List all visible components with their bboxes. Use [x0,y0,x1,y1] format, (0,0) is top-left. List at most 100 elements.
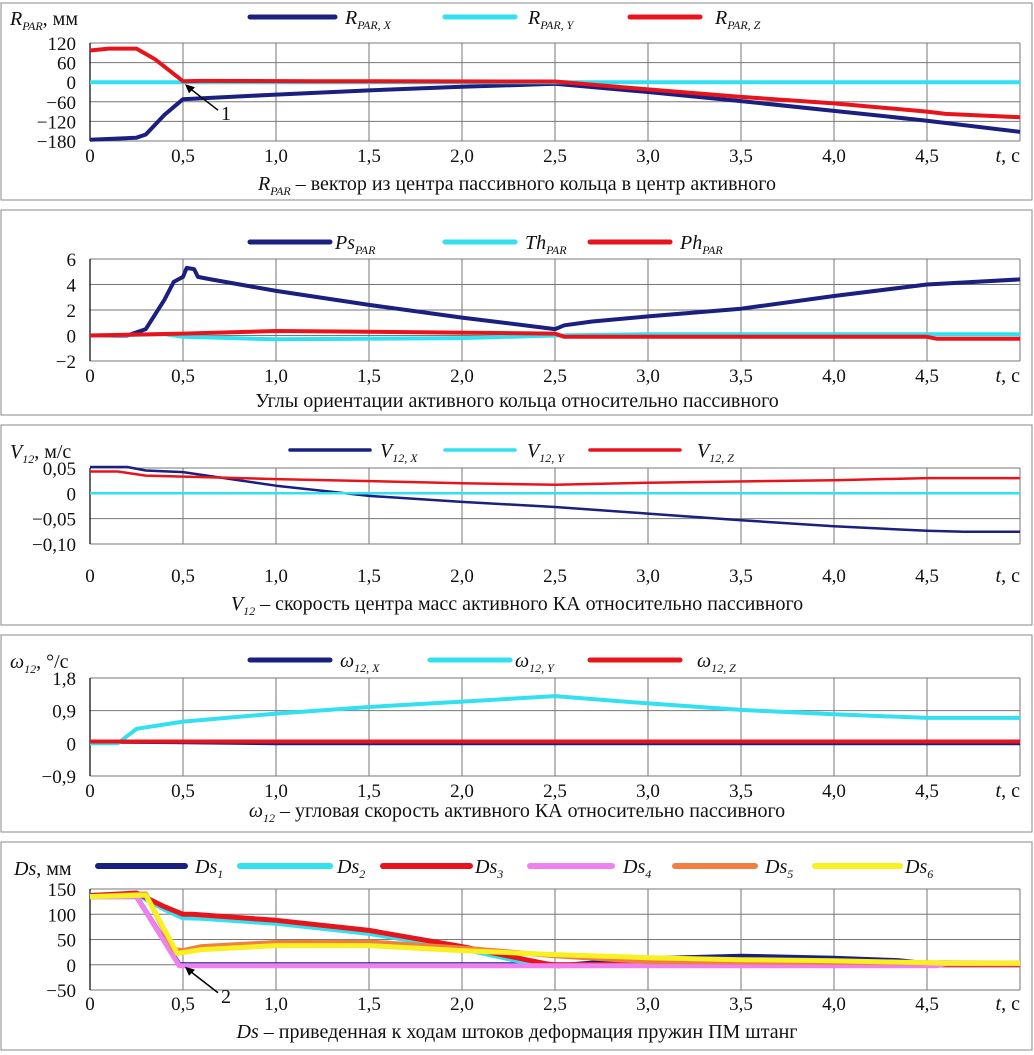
y-tick-label: 0 [67,327,77,348]
x-tick-label: 4,5 [915,994,939,1015]
label-subscript: 12 [24,662,36,676]
label-subscript: 1 [217,867,223,881]
x-tick-label: 4,5 [915,566,939,587]
x-tick-label: 2,0 [450,146,474,167]
label-main: Ds [194,856,217,878]
legend-label: ThPAR [525,232,567,257]
y-tick-label: 6 [67,250,77,271]
chart-caption: V12 – скорость центра масс активного КА … [231,593,803,618]
x-tick-label: 4,0 [822,146,846,167]
legend-label: RPAR, Z [714,7,761,32]
x-tick-label: 2,5 [543,566,567,587]
label-subscript: PAR [21,19,43,33]
label-rest: , с [1001,365,1020,387]
chart-panel-5: 150 100 50 0 −50 0 0,5 1,0 1,5 2,0 2,5 3,0 3,5 4,0 4,5… [0,841,1033,1051]
legend-label: Ds5 [764,856,793,881]
y-tick-label: 0,9 [52,702,76,723]
label-main: ω [340,650,354,672]
label-main: Th [525,232,546,254]
label-main: V [10,441,25,463]
y-tick-label: 120 [48,34,77,55]
label-main: t [996,365,1002,387]
label-subscript: PAR [269,184,291,198]
label-subscript: PAR, Z [726,18,760,32]
x-tick-label: 3,5 [729,146,753,167]
chart-panel-3: 0,05 0 −0,05 −0,10 0 0,5 1,0 1,5 2,0 2,5 3,0 3,5 4,0… [0,424,1033,626]
annotation-label: 1 [221,103,231,125]
panel-frame [0,209,1033,416]
chart-caption: RPAR – вектор из центра пассивного кольц… [257,173,776,198]
x-tick-label: 0,5 [171,366,195,387]
label-main: Ds [764,856,787,878]
x-tick-label: 0 [85,566,95,587]
x-tick-label: 1,0 [264,566,288,587]
annotation-arrow [186,85,219,111]
label-main: ω [515,650,529,672]
x-tick-label: 0,5 [171,994,195,1015]
x-tick-label: 0 [85,994,95,1015]
x-tick-label: 3,0 [636,566,660,587]
label-subscript: 4 [645,867,651,881]
label-subscript: 3 [496,867,503,881]
y-tick-label: 0,05 [43,459,76,480]
legend-label: V12, Z [697,440,734,465]
y-tick-label: −50 [46,981,76,1002]
x-tick-label: 3,0 [636,994,660,1015]
x-tick-label: 2,5 [543,994,567,1015]
series-line-3 [90,470,1020,486]
label-rest: , с [1001,565,1020,587]
y-tick-label: 0 [67,484,77,505]
x-tick-label: 4,0 [822,366,846,387]
label-main: R [257,173,270,195]
label-main: t [996,145,1002,167]
x-tick-label: 1,0 [264,366,288,387]
label-rest: , с [1001,145,1020,167]
x-tick-label: 2,0 [450,781,474,802]
label-rest: – вектор из центра пассивного кольца в ц… [291,173,776,195]
label-subscript: 12 [243,604,255,618]
label-main: t [996,993,1002,1015]
y-axis-label: ω12, °/с [10,651,69,676]
label-main: R [714,7,727,29]
x-tick-label: 0 [85,146,95,167]
label-main: Ds [336,856,359,878]
legend-label: RPAR, Y [527,7,575,32]
label-main: ω [249,800,263,822]
x-tick-label: 4,0 [822,781,846,802]
label-subscript: 12 [263,811,275,825]
y-tick-label: 50 [57,931,76,952]
panel-frame [0,424,1033,626]
label-rest: , мм [43,8,79,30]
series-line-1 [90,265,1021,338]
y-tick-label: 0 [67,956,77,977]
label-subscript: PAR, Y [539,18,574,32]
label-main: R [344,7,357,29]
x-tick-label: 1,5 [357,146,381,167]
x-tick-label: 4,0 [822,566,846,587]
annotation-label: 2 [221,986,231,1008]
panel-frame [0,841,1033,1051]
x-tick-label: 3,0 [636,781,660,802]
label-rest: – угловая скорость активного КА относите… [275,800,785,822]
legend-label: V12, X [380,440,418,465]
y-tick-label: −0,10 [32,535,76,556]
x-tick-label: 1,5 [357,366,381,387]
x-tick-label: 2,5 [543,146,567,167]
legend-label: Ds1 [194,856,223,881]
y-axis-label: Ds, мм [13,858,72,880]
y-tick-label: 150 [48,880,77,901]
x-tick-label: 0,5 [171,566,195,587]
label-subscript: PAR [701,243,723,257]
legend-label: ω12, Z [697,650,736,675]
legend-label: PsPAR [334,232,376,257]
label-rest: – скорость центра масс активного КА отно… [255,593,803,615]
legend-label: Ds3 [474,856,503,881]
label-main: Ph [679,232,702,254]
label-main: R [527,7,540,29]
x-tick-label: 3,5 [729,566,753,587]
label-subscript: PAR [545,243,567,257]
x-tick-label: 3,0 [636,146,660,167]
